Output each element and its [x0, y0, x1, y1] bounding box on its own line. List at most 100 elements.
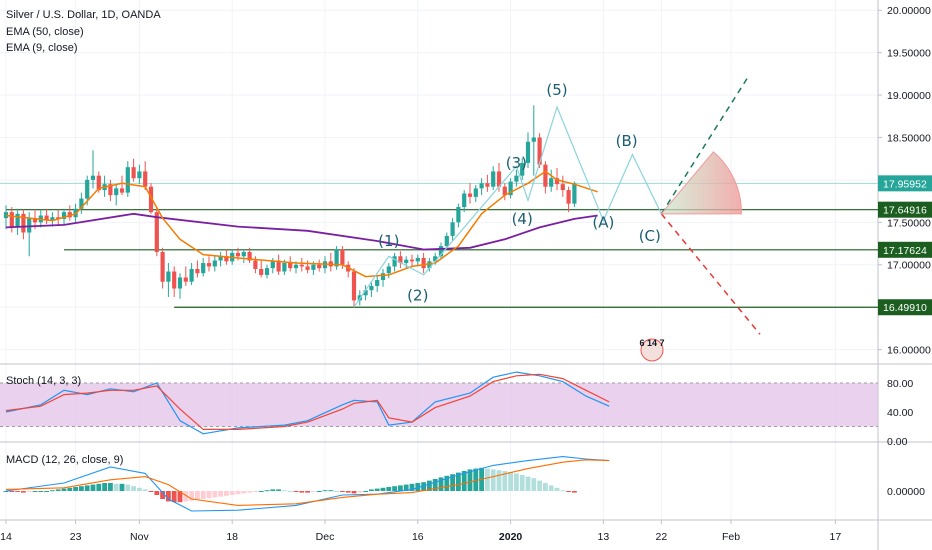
macd-bar: [148, 491, 154, 492]
candle-body: [235, 252, 241, 257]
candle-body: [131, 167, 136, 179]
stoch-tick-label: 0.00: [887, 436, 908, 448]
candle-body: [61, 212, 67, 219]
candle-body: [293, 264, 299, 269]
candle-body: [195, 268, 200, 274]
macd-bar: [270, 489, 276, 491]
candle-body: [525, 141, 531, 163]
macd-bar: [572, 491, 577, 493]
time-tick-label: 22: [656, 531, 668, 543]
candle-body: [44, 215, 49, 221]
candle-body: [351, 271, 357, 301]
macd-bar: [108, 483, 113, 491]
candle-body: [531, 137, 536, 142]
macd-bar: [287, 491, 293, 492]
macd-bar: [253, 491, 258, 492]
candle-body: [119, 188, 125, 193]
candle-body: [143, 171, 148, 187]
macd-tick-label: 0.00000: [887, 486, 925, 498]
macd-bar: [229, 491, 235, 495]
candle-body: [114, 188, 119, 196]
macd-bar: [55, 489, 61, 491]
candle-body: [212, 260, 217, 267]
projection-up-line: [660, 76, 750, 215]
macd-bar: [258, 491, 264, 492]
macd-bar: [328, 490, 334, 492]
macd-bar: [374, 488, 380, 491]
price-tag-label: 17.17624: [883, 245, 927, 257]
macd-bar: [206, 491, 212, 499]
stoch-k-line: [5, 371, 610, 435]
candle-body: [241, 252, 246, 257]
macd-bar: [90, 484, 96, 491]
price-tag: [878, 241, 932, 258]
fib-wedge: [660, 151, 742, 215]
macd-bar: [26, 491, 32, 492]
candle-body: [496, 171, 502, 187]
candle-body: [177, 277, 183, 289]
projection: [660, 76, 761, 335]
candle-body: [386, 266, 391, 274]
macd-bar: [363, 491, 368, 492]
macd-bar: [247, 491, 252, 493]
candle-body: [148, 186, 154, 213]
candle-body: [50, 217, 55, 221]
price-tag: [878, 299, 932, 316]
candle-body: [160, 252, 165, 282]
macd-bar: [543, 483, 548, 491]
macd-bar: [519, 475, 525, 491]
candle-body: [566, 190, 571, 204]
candle-body: [380, 273, 386, 281]
candle-body: [491, 171, 496, 187]
time-tick-label: 14: [0, 531, 12, 543]
macd-bar: [125, 484, 131, 491]
candle-body: [189, 268, 194, 282]
price-tick-label: 17.50000: [887, 217, 931, 229]
time-axis[interactable]: 14 23 Nov 18 Dec 16 2020 13 22 Feb 17: [0, 520, 841, 543]
candle-body: [409, 259, 415, 262]
candle-body: [67, 212, 72, 218]
macd-bar: [32, 491, 38, 492]
macd-bar: [386, 487, 392, 491]
macd-bar: [160, 491, 165, 499]
macd-bar: [398, 485, 403, 491]
candle-body: [438, 246, 444, 257]
price-tick-label: 19.00000: [887, 90, 931, 102]
symbol-title: Silver / U.S. Dollar, 1D, OANDA: [6, 9, 161, 21]
legend-ema50: EMA (50, close): [6, 26, 84, 38]
price-tag-label: 17.95952: [883, 178, 927, 190]
events-badge[interactable]: 6 14 7: [639, 338, 665, 362]
macd-bar: [496, 470, 502, 491]
macd-bar: [537, 480, 542, 491]
macd-signal-line: [5, 459, 610, 506]
price-tag-label: 17.64916: [883, 205, 927, 217]
macd-bar: [502, 471, 508, 491]
candle-body: [363, 290, 368, 296]
wave-label: (A): [592, 213, 614, 231]
macd-bar: [131, 486, 136, 491]
legend-ema9: EMA (9, close): [6, 42, 78, 54]
time-tick-label: 23: [70, 531, 82, 543]
stoch-d-line: [5, 373, 610, 430]
candle-body: [276, 260, 281, 272]
wave-label: (3): [506, 154, 527, 172]
candle-body: [56, 217, 61, 219]
time-tick-label: 2020: [499, 531, 523, 543]
candle-body: [247, 252, 252, 261]
macd-bar: [351, 491, 357, 494]
macd-bar: [235, 491, 241, 495]
macd-bar: [403, 484, 409, 491]
macd-bar: [44, 491, 49, 492]
macd-bar: [311, 491, 316, 492]
macd-bar: [9, 491, 15, 492]
macd-bar: [171, 491, 177, 503]
macd-bar: [293, 491, 299, 492]
macd-bar: [15, 491, 20, 492]
macd-bar: [525, 476, 531, 491]
candle-body: [375, 280, 380, 286]
macd-bar: [554, 487, 560, 491]
stoch-band-fill: [0, 383, 878, 427]
price-axis[interactable]: 20.0000019.5000019.0000018.5000018.00000…: [878, 5, 932, 498]
